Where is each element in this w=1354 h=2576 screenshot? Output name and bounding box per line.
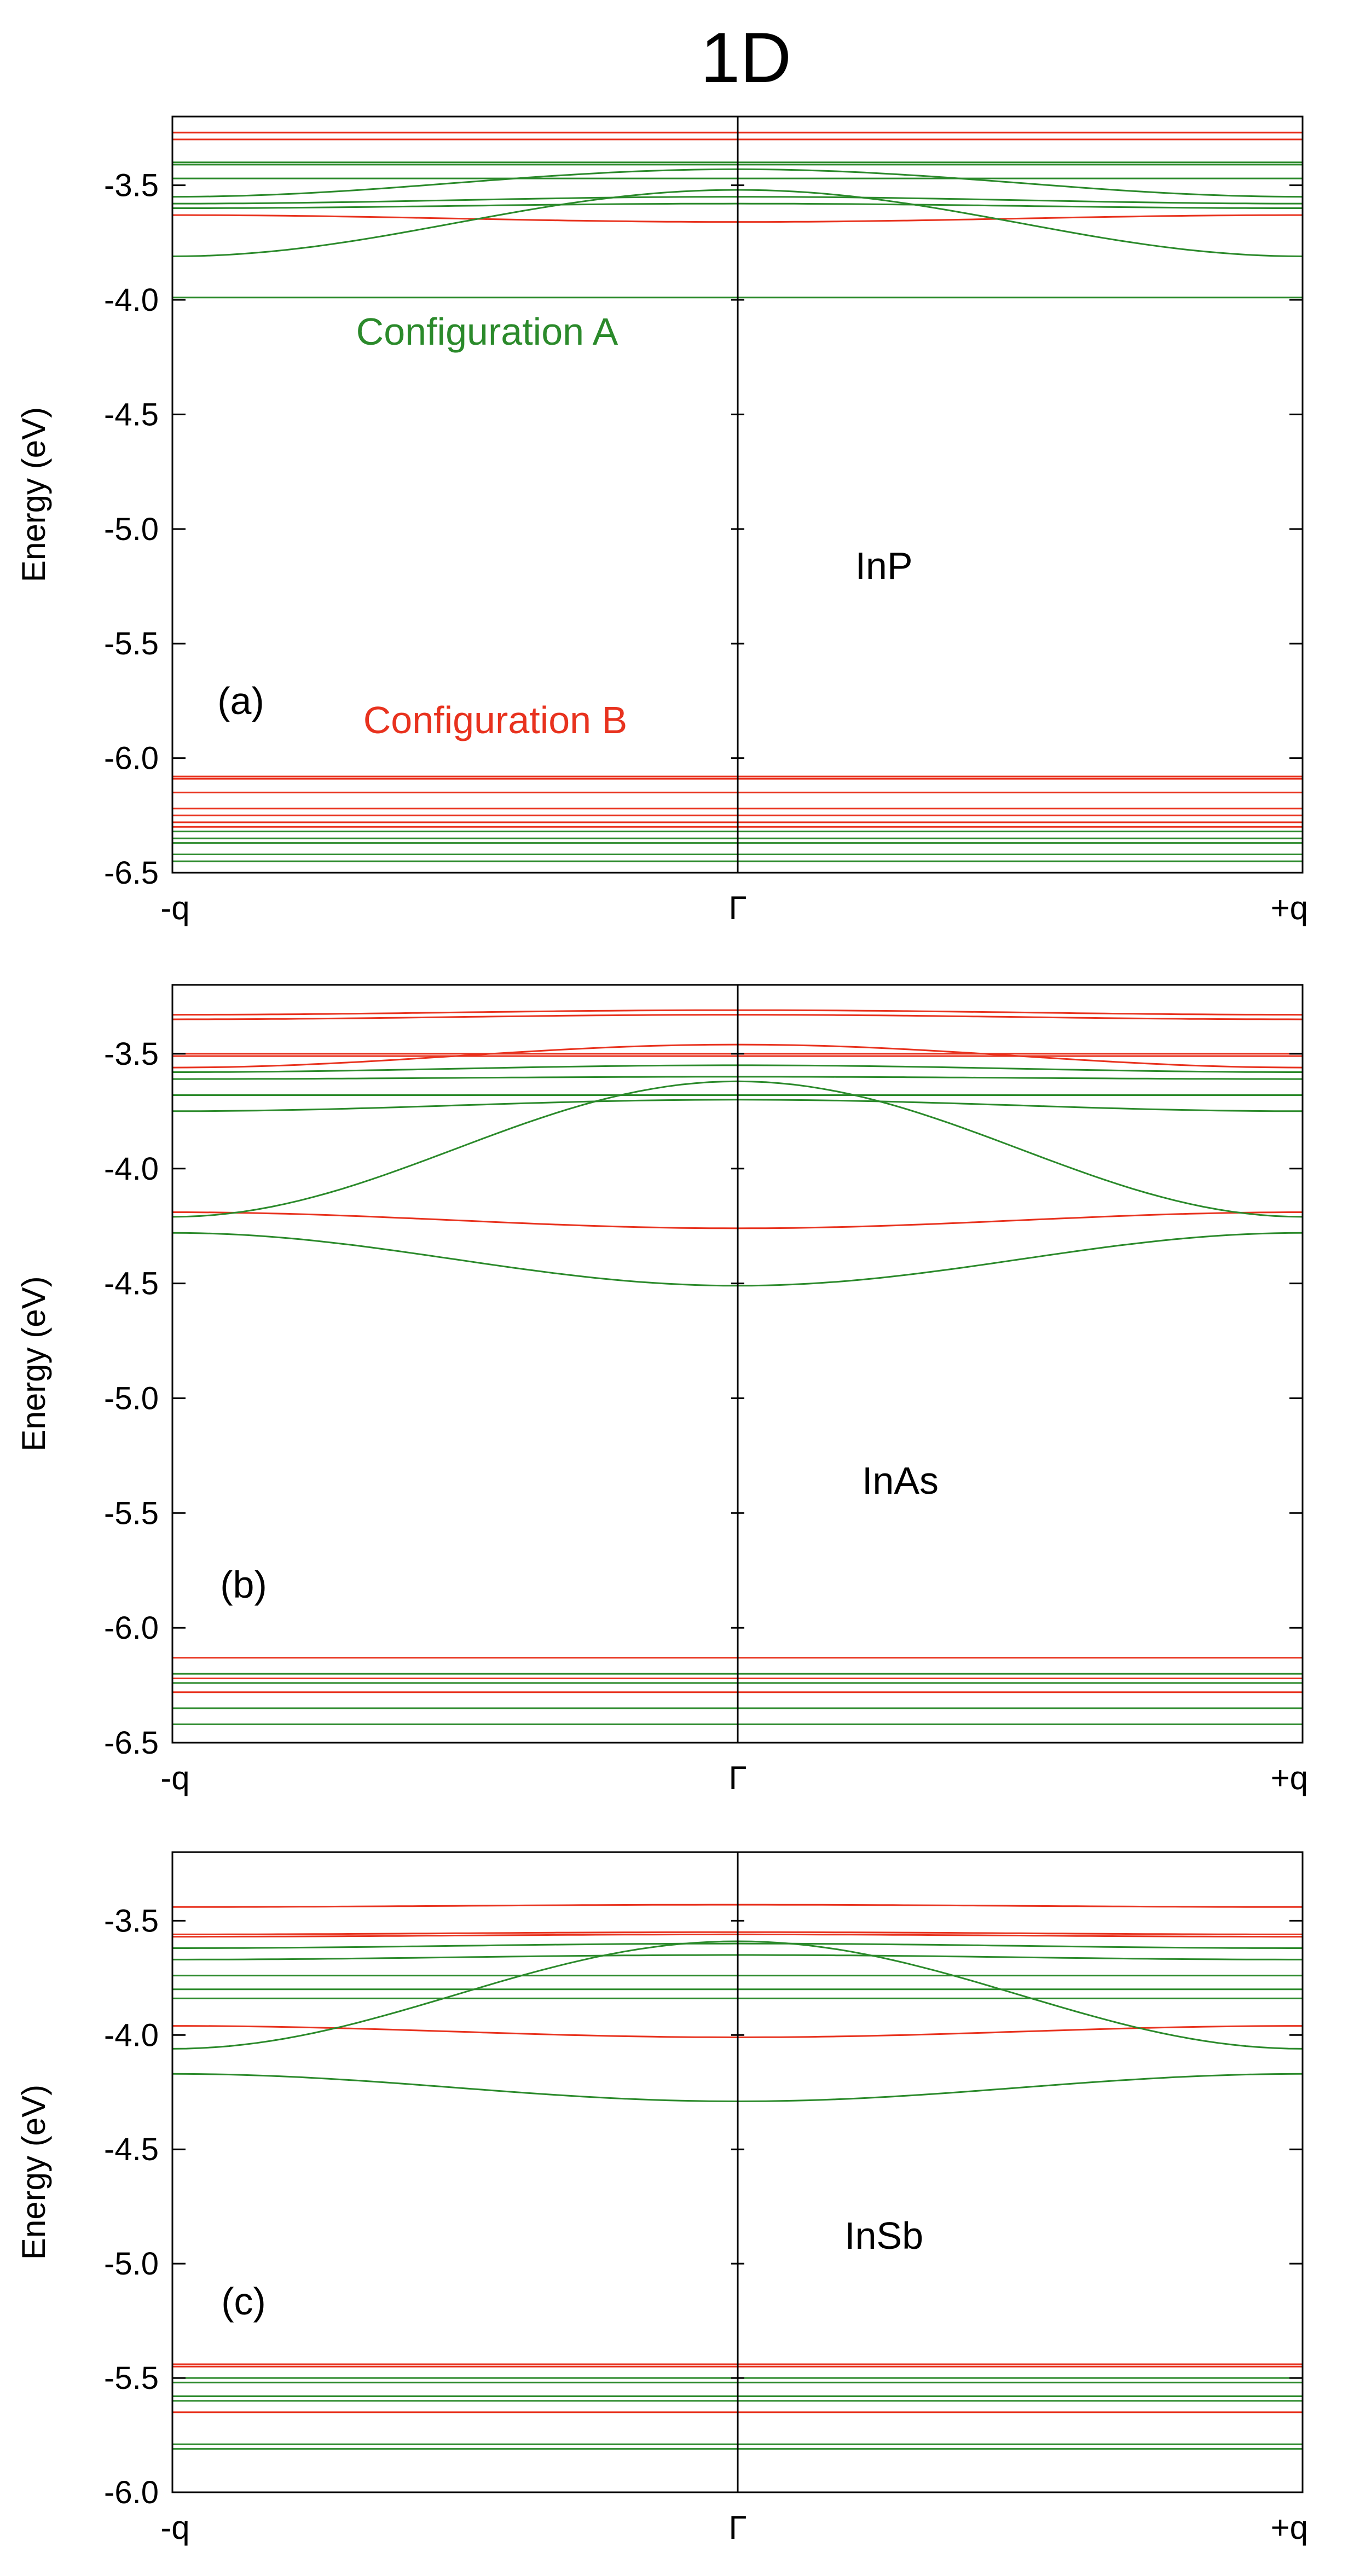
panel-2: -6.5 -6.0 -5.5 -5.0 -4.5 -4.0 -3.5 -q Γ +q Energy … [15,984,1308,1796]
material-label: InAs [862,1459,939,1502]
x-tick-label: Γ [728,2509,747,2546]
y-axis-label: Energy (eV) [15,1276,52,1451]
x-tick-label: +q [1271,2509,1308,2546]
y-tick-label: -6.0 [104,2475,159,2510]
panel-label: (b) [220,1563,267,1606]
material-label: InSb [844,2214,923,2257]
y-tick-label: -4.0 [104,2017,159,2053]
config-a-label: Configuration A [356,310,618,353]
y-tick-label: -4.5 [104,397,159,432]
y-axis-label: Energy (eV) [15,2085,52,2260]
y-tick-label: -4.0 [104,282,159,318]
panel-label: (c) [221,2280,266,2323]
material-label: InP [855,544,912,587]
panel-label: (a) [217,680,264,722]
y-axis-label: Energy (eV) [15,407,52,582]
y-tick-label: -6.0 [104,741,159,776]
x-tick-label: -q [160,890,189,926]
y-tick-label: -6.5 [104,1725,159,1761]
y-tick-label: -5.5 [104,2360,159,2396]
config-b-label: Configuration B [363,699,628,741]
y-tick-label: -4.5 [104,1266,159,1302]
figure-title: 1D [701,18,791,97]
y-tick-label: -5.0 [104,2246,159,2282]
y-tick-label: -3.5 [104,1036,159,1072]
y-tick-label: -4.5 [104,2132,159,2167]
x-tick-label: Γ [728,890,747,926]
x-tick-label: +q [1271,1760,1308,1796]
y-tick-label: -4.0 [104,1151,159,1187]
y-tick-label: -5.0 [104,1380,159,1416]
x-tick-label: -q [160,2509,189,2546]
x-tick-label: +q [1271,890,1308,926]
y-tick-label: -5.5 [104,1495,159,1531]
y-tick-label: -6.0 [104,1610,159,1646]
y-tick-label: -5.5 [104,626,159,662]
y-tick-label: -6.5 [104,855,159,891]
x-tick-label: Γ [728,1760,747,1796]
y-tick-label: -5.0 [104,512,159,547]
x-tick-label: -q [160,1760,189,1796]
panel-3: -6.0 -5.5 -5.0 -4.5 -4.0 -3.5 -q Γ +q Energy (eV)… [15,1851,1308,2546]
panel-1: -6.5 -6.0 -5.5 -5.0 -4.5 -4.0 -3.5 -q Γ +q Energy … [15,115,1308,926]
y-tick-label: -3.5 [104,1903,159,1939]
y-tick-label: -3.5 [104,168,159,204]
